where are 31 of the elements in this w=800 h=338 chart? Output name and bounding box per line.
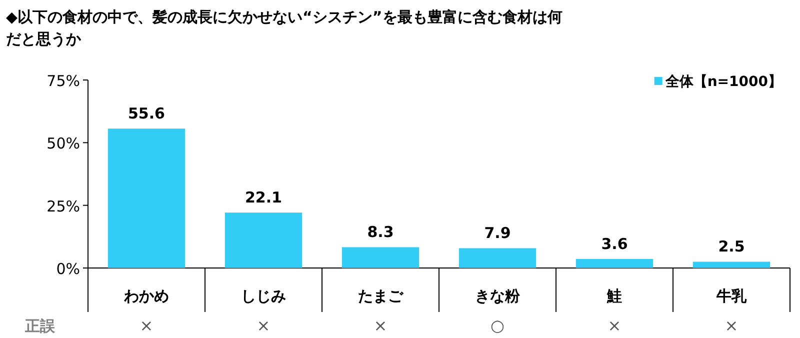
text: 正誤 (24, 317, 56, 335)
bar (692, 262, 770, 268)
y-tick-label: 0% (56, 260, 80, 278)
x-tick-label: しじみ (241, 287, 286, 305)
x-tick-label: 鮭 (606, 287, 622, 305)
chart-title: ◆以下の食材の中で、髪の成長に欠かせない“シスチン”を最も豊富に含む食材は何だと思うか (6, 8, 562, 48)
text: ○ (490, 316, 505, 335)
bar (342, 247, 420, 268)
text: × (374, 316, 388, 335)
legend-label: 全体【n=1000】 (664, 74, 782, 90)
data-label: 7.9 (484, 224, 511, 242)
text: × (724, 316, 738, 335)
x-tick-label: 牛乳 (716, 287, 748, 305)
bar (576, 258, 654, 268)
bar (224, 212, 302, 268)
data-label: 55.6 (128, 104, 166, 123)
data-label: 22.1 (244, 188, 282, 207)
x-tick-label: きな粉 (475, 287, 521, 305)
x-tick-label: わかめ (123, 287, 169, 305)
y-tick-label: 25% (46, 197, 80, 216)
text: × (256, 316, 270, 335)
text: × (140, 316, 154, 335)
data-label: 2.5 (718, 238, 745, 256)
data-label: 3.6 (601, 234, 628, 253)
bar (108, 128, 186, 268)
x-tick-label: たまご (358, 287, 404, 305)
text: × (608, 316, 622, 335)
y-tick-label: 75% (46, 72, 80, 90)
data-label: 8.3 (367, 223, 394, 242)
y-tick-label: 50% (46, 134, 80, 153)
bar (458, 248, 536, 268)
